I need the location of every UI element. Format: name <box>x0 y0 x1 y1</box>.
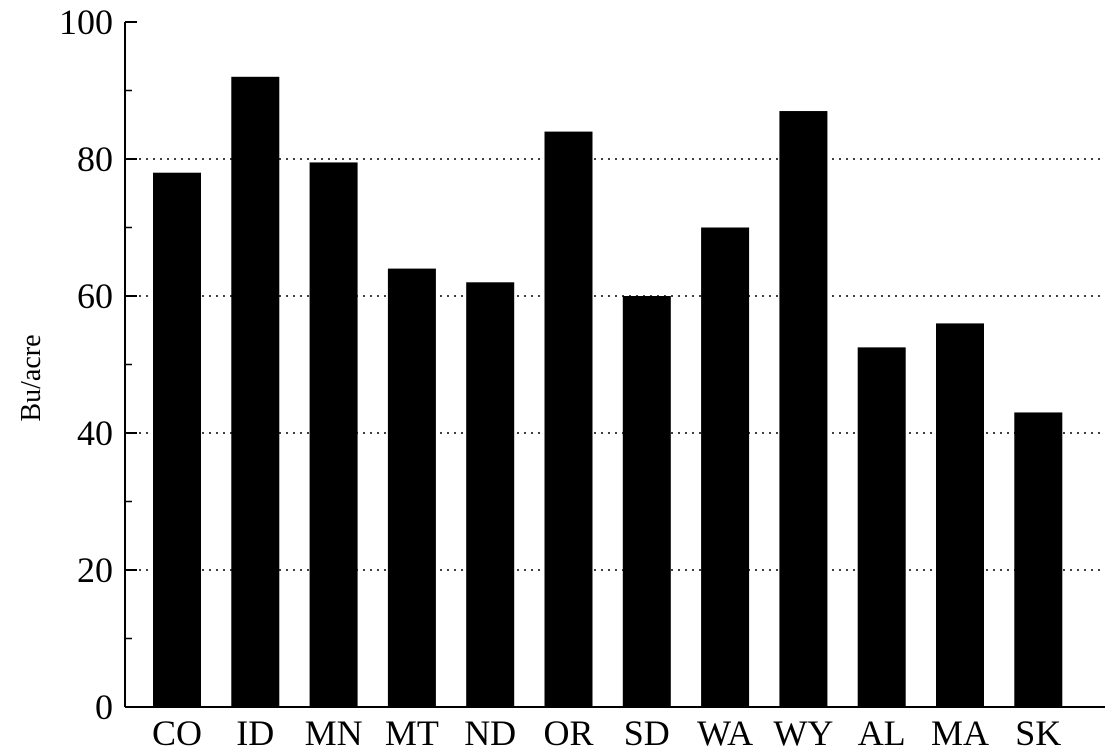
x-tick-label-sd: SD <box>624 713 670 753</box>
bar-sd <box>622 296 671 707</box>
x-tick-label-or: OR <box>543 713 593 753</box>
bar-mn <box>309 162 358 708</box>
x-tick-label-id: ID <box>236 713 274 753</box>
y-axis-title: Bu/acre <box>16 334 47 421</box>
y-ticks: 0 20 40 60 80 100 <box>59 2 137 727</box>
y-tick-label-100: 100 <box>59 2 113 42</box>
grid-lines <box>125 158 1105 571</box>
x-tick-label-mn: MN <box>305 713 363 753</box>
bar-mt <box>387 268 436 707</box>
bars <box>153 76 1063 708</box>
y-tick-label-80: 80 <box>77 139 113 179</box>
y-tick-label-0: 0 <box>95 687 113 727</box>
x-tick-label-al: AL <box>858 713 906 753</box>
x-tick-label-nd: ND <box>464 713 516 753</box>
x-tick-label-wa: WA <box>697 713 753 753</box>
bar-nd <box>466 282 515 707</box>
x-tick-label-ma: MA <box>931 713 989 753</box>
y-tick-label-20: 20 <box>77 550 113 590</box>
x-tick-label-wy: WY <box>773 713 833 753</box>
y-tick-label-60: 60 <box>77 276 113 316</box>
x-tick-label-sk: SK <box>1015 713 1061 753</box>
bar-al <box>857 347 906 707</box>
bar-ma <box>936 323 984 707</box>
bar-wa <box>701 227 750 707</box>
bar-id <box>231 76 280 708</box>
bar-or <box>544 131 593 708</box>
x-tick-label-co: CO <box>152 713 202 753</box>
y-tick-label-40: 40 <box>77 413 113 453</box>
bar-wy <box>779 111 828 708</box>
x-tick-labels: CO ID MN MT ND OR SD WA WY AL MA SK <box>152 713 1061 753</box>
x-tick-label-mt: MT <box>385 713 439 753</box>
bar-co <box>153 172 201 707</box>
bar-sk <box>1014 412 1063 707</box>
